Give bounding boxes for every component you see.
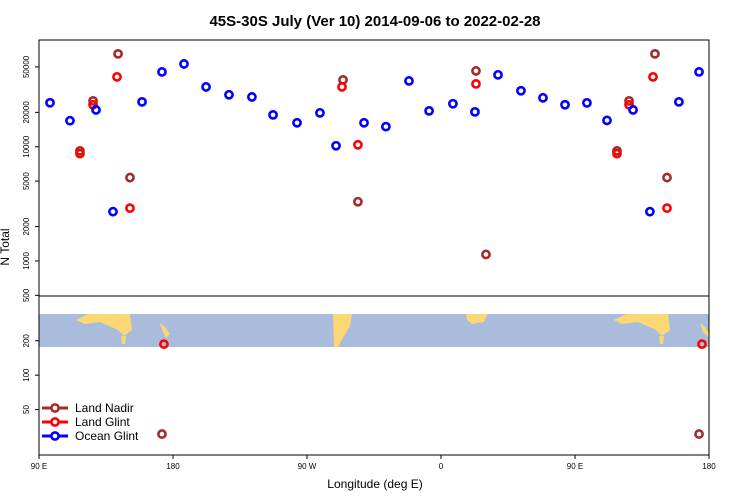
point	[45, 97, 55, 108]
point	[75, 148, 85, 159]
y-tick-label: 2000	[22, 217, 31, 235]
legend-marker	[50, 417, 60, 427]
point	[404, 76, 414, 86]
point	[471, 66, 481, 76]
x-tick-label: 90 E	[31, 462, 47, 471]
y-tick-label: 20000	[22, 101, 31, 124]
y-tick-label: 50000	[22, 55, 31, 78]
point	[538, 92, 548, 103]
point	[471, 78, 481, 89]
point	[582, 97, 592, 108]
point	[224, 89, 234, 100]
map-strip	[39, 314, 709, 347]
plot-frame	[38, 39, 710, 456]
point	[157, 429, 167, 439]
legend-label: Land Nadir	[75, 401, 134, 415]
point	[247, 92, 257, 102]
point	[650, 48, 660, 59]
legend-label: Ocean Glint	[75, 429, 139, 443]
point	[353, 139, 363, 150]
legend-marker	[50, 403, 60, 413]
x-axis-label: Longitude (deg E)	[327, 477, 422, 491]
point	[694, 429, 704, 439]
point	[624, 95, 634, 106]
point	[628, 105, 638, 115]
y-tick-label: 100	[22, 368, 31, 382]
point	[353, 196, 363, 207]
point	[113, 48, 123, 59]
point	[65, 115, 75, 126]
point	[381, 121, 391, 132]
legend-marker	[50, 431, 60, 441]
point	[602, 115, 612, 126]
y-tick-label: 200	[22, 334, 31, 348]
point	[315, 107, 325, 118]
point	[662, 203, 672, 214]
point	[179, 59, 189, 69]
point	[470, 106, 480, 117]
point	[108, 206, 118, 217]
point	[137, 96, 147, 107]
y-tick-label: 5000	[22, 172, 31, 190]
x-tick-label: 90 W	[298, 462, 317, 471]
point	[125, 172, 135, 183]
point	[560, 99, 570, 110]
point	[694, 67, 704, 77]
point	[648, 71, 658, 82]
point	[201, 82, 211, 92]
point	[337, 82, 347, 92]
point	[359, 117, 369, 128]
y-tick-label: 50	[22, 405, 31, 414]
point	[662, 172, 672, 183]
point	[91, 105, 101, 115]
x-tick-label: 180	[702, 462, 716, 471]
point	[88, 95, 98, 106]
point	[125, 203, 135, 214]
point	[493, 69, 503, 80]
x-tick-label: 0	[439, 462, 444, 471]
point	[112, 71, 122, 82]
point	[424, 105, 434, 116]
point	[674, 96, 684, 107]
y-axis-label: N Total	[0, 228, 12, 265]
point	[481, 249, 491, 260]
point	[516, 85, 526, 96]
point	[292, 117, 302, 128]
x-tick-label: 180	[166, 462, 180, 471]
point	[159, 339, 169, 350]
chart-title: 45S-30S July (Ver 10) 2014-09-06 to 2022…	[209, 13, 540, 30]
y-tick-label: 1000	[22, 252, 31, 270]
y-tick-label: 10000	[22, 135, 31, 158]
legend-label: Land Glint	[75, 415, 130, 429]
point	[268, 109, 278, 120]
point	[612, 148, 622, 159]
point	[157, 67, 167, 77]
point	[697, 339, 707, 350]
point	[644, 206, 655, 217]
point	[448, 98, 458, 109]
x-tick-label: 90 E	[567, 462, 583, 471]
y-tick-label: 500	[22, 288, 31, 302]
point	[331, 140, 341, 151]
